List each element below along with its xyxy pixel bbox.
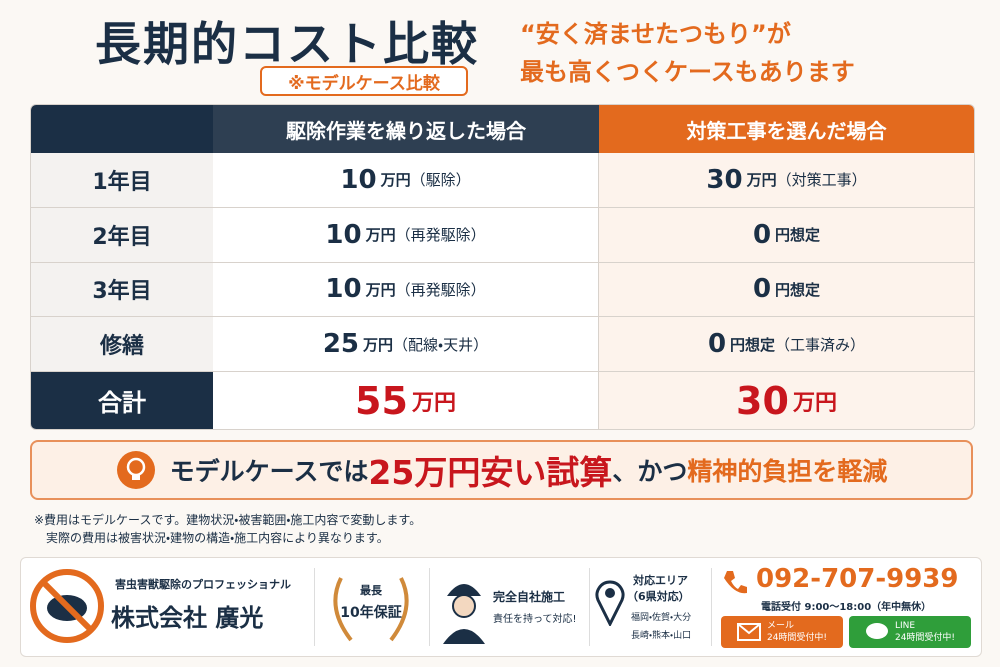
amount: 10 [325,274,362,305]
footer: 害虫害獣駆除のプロフェッショナル 株式会社 廣光 最長 10年保証 完全自社施工… [20,557,982,657]
company-tagline: 害虫害獣駆除のプロフェッショナル [115,578,291,591]
phone-icon [724,571,747,594]
bulb-icon [116,451,155,489]
amount: 0 [707,329,727,360]
pin-icon [595,580,625,626]
note: （再発駆除） [395,226,486,245]
warranty-top: 最長 [360,584,382,597]
header-cell: 対策工事を選んだ場合 [599,105,974,153]
header-cell: 駆除作業を繰り返した場合 [213,105,599,153]
inhouse-sub: 責任を持って対応! [493,614,577,625]
amount: 30 [706,164,743,195]
row-label: 2年目 [31,207,213,263]
phone[interactable]: 092-707-9939 [756,564,959,594]
unit: 万円 [365,280,396,299]
table: 駆除作業を繰り返した場合 対策工事を選んだ場合 1年目 10 万円 （駆除） 30 万円（… [30,104,975,430]
worker-icon [443,584,485,644]
divider [711,568,712,646]
cell: 0 円想定 （工事済み） [599,317,974,372]
tagline: 最も高くつくケースもあります [520,58,855,86]
cell: 0 円想定 [599,262,974,318]
company-name: 株式会社 廣光 [111,604,264,632]
line-label: LINE [894,621,916,631]
divider [429,568,430,646]
hours: 電話受付 9:00～18:00（年中無休） [761,602,932,613]
amount: 55 [355,378,408,423]
note: （配線・天井） [393,335,489,354]
unit: 円想定 [775,280,821,299]
unit: 万円 [363,335,394,354]
badge: ※モデルケース比較 [260,66,468,96]
line-button[interactable]: LINE 24時間受付中! [849,616,971,648]
banner-highlight: 25万円安い試算 [368,453,613,492]
note: （再発駆除） [395,280,486,299]
note: ※費用はモデルケースです。建物状況・被害範囲・施工内容で変動します。 [34,513,422,527]
cell: 0 円想定 [599,207,974,263]
unit: 万円 [380,171,411,190]
laurel-icon [333,577,409,642]
inhouse-title: 完全自社施工 [493,590,566,604]
banner-lead: モデルケースでは [169,457,369,486]
amount: 10 [340,164,377,195]
amount: 25 [322,329,360,360]
divider [314,568,315,646]
row-label: 1年目 [31,153,213,208]
line-sub: 24時間受付中! [894,633,956,643]
banner-emphasis: 精神的負担を軽減 [687,457,888,486]
total-cell: 55 万円 [213,372,599,429]
area-count: （6県対応） [627,590,690,603]
cell: 10 万円 （再発駆除） [213,207,599,263]
banner-joiner: 、かつ [612,457,688,486]
amount: 0 [752,219,772,250]
mail-icon [736,623,761,641]
corner [31,105,213,153]
warranty-main: 10年保証 [340,605,402,621]
note: （工事済み） [775,335,866,354]
unit: 万円 [746,171,777,190]
row-label: 修繕 [31,317,213,372]
line-icon [865,623,888,639]
mail-sub: 24時間受付中! [766,633,828,643]
row-label: 3年目 [31,262,213,318]
note: （対策工事） [776,171,867,190]
divider [589,568,590,646]
banner: モデルケースでは 25万円安い試算 、かつ 精神的負担を軽減 [30,440,973,500]
title: 長期的コスト比較 [95,17,479,71]
unit: 円想定 [775,226,821,245]
note: 実際の費用は被害状況・建物の構造・施工内容により異なります。 [46,531,389,545]
area-line: 長崎・熊本・山口 [631,631,692,641]
area-line: 福岡・佐賀・大分 [631,613,692,623]
cell: 25 万円 （配線・天井） [213,317,599,372]
unit: 万円 [365,226,396,245]
total-label: 合計 [31,372,213,429]
unit: 円想定 [730,335,776,354]
cell: 10 万円 （再発駆除） [213,262,599,318]
amount: 30 [736,378,789,423]
area-title: 対応エリア [633,574,688,587]
amount: 0 [752,274,772,305]
note: （駆除） [410,171,471,190]
amount: 10 [325,219,362,250]
unit: 万円 [411,390,456,416]
no-pest-icon [30,569,104,643]
unit: 万円 [792,390,837,416]
tagline: “安く済ませたつもり”が [520,20,791,48]
cell: 10 万円 （駆除） [213,153,599,208]
total-cell: 30 万円 [599,372,974,429]
cell: 30 万円 （対策工事） [599,153,974,208]
mail-label: メール [766,621,794,631]
mail-button[interactable]: メール 24時間受付中! [721,616,843,648]
